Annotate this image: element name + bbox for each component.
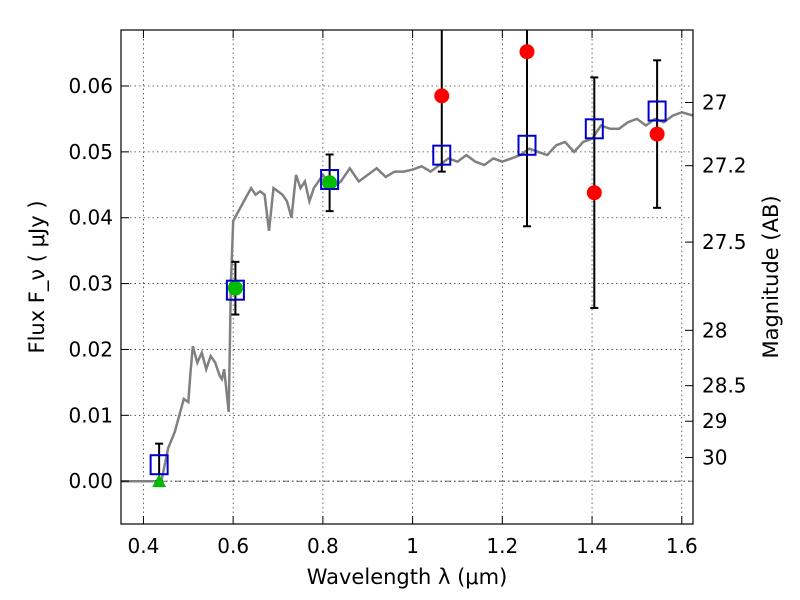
y2-tick-label: 30 [702,445,727,469]
data-point-square [432,144,452,166]
data-point-square [149,454,169,476]
x-tick-label: 0.8 [307,534,339,558]
data-point-square [517,134,537,156]
x-tick-label: 1.6 [666,534,698,558]
y-axis-label: Flux F_ν ( μJy ) [25,200,50,353]
data-point-square [584,118,604,140]
y2-tick-label: 27.2 [702,154,747,178]
y-tick-label: 0.01 [68,403,113,427]
data-point-circle [586,185,602,201]
y-tick-label: 0.03 [68,272,113,296]
data-point-square [320,169,340,191]
data-point-circle [649,126,665,142]
y-tick-label: 0.02 [68,337,113,361]
right-axis-label: Magnitude (AB) [759,195,783,358]
x-tick-label: 1.2 [486,534,518,558]
y2-tick-label: 27.5 [702,230,747,254]
x-tick-label: 1.4 [576,534,608,558]
axis-ticks: 0.4 0.6 0.8 1 1.2 1.4 1.6 0.00 0.01 0.02 0.03 0.04 0… [68,30,747,558]
y-tick-label: 0.06 [68,74,113,98]
y-tick-label: 0.00 [68,469,113,493]
data-point-circle [519,44,535,60]
x-tick-label: 0.4 [128,534,160,558]
data-point-triangle [152,474,167,488]
data-point-square [647,100,667,122]
data-point-circle [227,280,243,296]
x-axis-label: Wavelength λ (μm) [307,565,508,589]
x-tick-label: 1 [406,534,419,558]
data-marks [149,30,667,488]
model-spectrum-line [121,110,694,483]
data-point-circle [434,88,450,104]
y2-tick-label: 29 [702,409,727,433]
plot-frame [120,29,694,525]
plot-background [121,30,693,524]
data-point-circle [322,175,338,191]
y-tick-label: 0.05 [68,140,113,164]
y2-tick-label: 28 [702,318,727,342]
data-point-square [225,279,245,301]
y-tick-label: 0.04 [68,206,113,230]
y2-tick-label: 28.5 [702,374,747,398]
x-tick-label: 0.6 [217,534,249,558]
y2-tick-label: 27 [702,90,727,114]
